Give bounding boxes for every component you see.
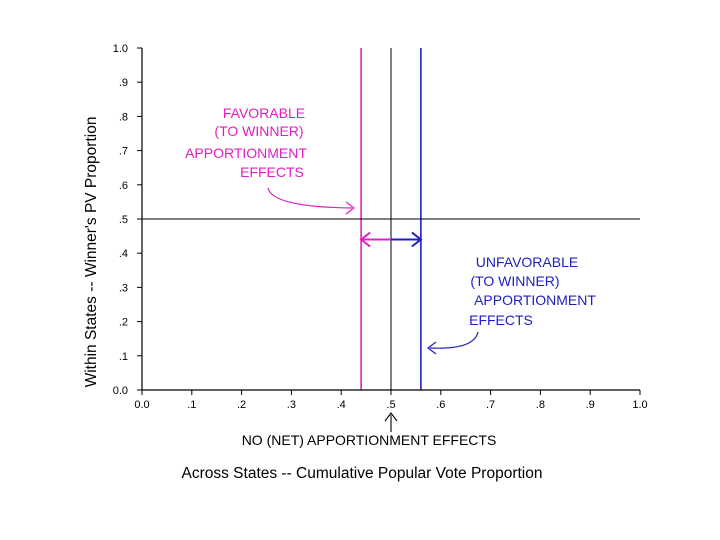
unfavorable-label-line-1: UNFAVORABLE: [476, 254, 578, 270]
x-tick-label: .3: [287, 399, 296, 411]
x-tick-label: .1: [187, 399, 196, 411]
x-ticks: 0.0 .1 .2 .3 .4 .5 .6 .7 .8 .9 1.0: [134, 390, 648, 411]
favorable-label-line-4: EFFECTS: [240, 164, 304, 180]
plot-lines: [142, 48, 640, 390]
unfavorable-pointer-arrowhead: [427, 341, 437, 355]
y-tick-label: 1.0: [113, 43, 128, 55]
favorable-label-line-3: APPORTIONMENT: [185, 145, 307, 161]
y-tick-label: .1: [119, 351, 128, 363]
no-net-pointer-arrowhead: [384, 412, 398, 422]
x-tick-label: .7: [486, 399, 495, 411]
y-tick-label: .5: [119, 214, 128, 226]
x-tick-label: .5: [386, 399, 395, 411]
y-tick-label: .2: [119, 317, 128, 329]
x-tick-label: .8: [536, 399, 545, 411]
unfavorable-label-line-2: (TO WINNER): [470, 273, 559, 289]
x-tick-label: 1.0: [632, 399, 647, 411]
y-tick-label: 0.0: [113, 385, 128, 397]
unfavorable-range-arrow-head: [411, 231, 423, 248]
x-tick-label: 0.0: [134, 399, 149, 411]
x-axis-label: Across States -- Cumulative Popular Vote…: [182, 465, 543, 482]
y-ticks: 0.0 .1 .2 .3 .4 .5 .6 .7 .8 .9 1.0: [113, 43, 142, 397]
y-tick-label: .9: [119, 77, 128, 89]
y-tick-label: .7: [119, 146, 128, 158]
y-tick-label: .6: [119, 180, 128, 192]
favorable-annotation: FAVORABLE (TO WINNER) APPORTIONMENT EFFE…: [185, 105, 355, 215]
no-net-label: NO (NET) APPORTIONMENT EFFECTS: [242, 432, 497, 448]
favorable-label-line-2: (TO WINNER): [214, 123, 303, 139]
x-tick-label: .6: [436, 399, 445, 411]
favorable-label-line-1: FAVORABLE: [223, 105, 305, 121]
x-tick-label: .4: [337, 399, 346, 411]
x-tick-label: .2: [237, 399, 246, 411]
x-tick-label: .9: [586, 399, 595, 411]
unfavorable-label-line-3: APPORTIONMENT: [474, 292, 596, 308]
unfavorable-pointer-curve: [429, 331, 479, 349]
favorable-pointer-arrowhead: [345, 201, 355, 215]
favorable-range-arrow-head: [359, 231, 371, 248]
y-axis-label: Within States -- Winner's PV Proportion: [83, 117, 100, 388]
favorable-pointer-curve: [267, 187, 353, 209]
y-tick-label: .8: [119, 111, 128, 123]
y-tick-label: .4: [119, 248, 128, 260]
y-tick-label: .3: [119, 282, 128, 294]
no-net-annotation: NO (NET) APPORTIONMENT EFFECTS: [242, 412, 497, 448]
unfavorable-annotation: UNFAVORABLE (TO WINNER) APPORTIONMENT EF…: [427, 254, 596, 355]
unfavorable-label-line-4: EFFECTS: [469, 312, 533, 328]
